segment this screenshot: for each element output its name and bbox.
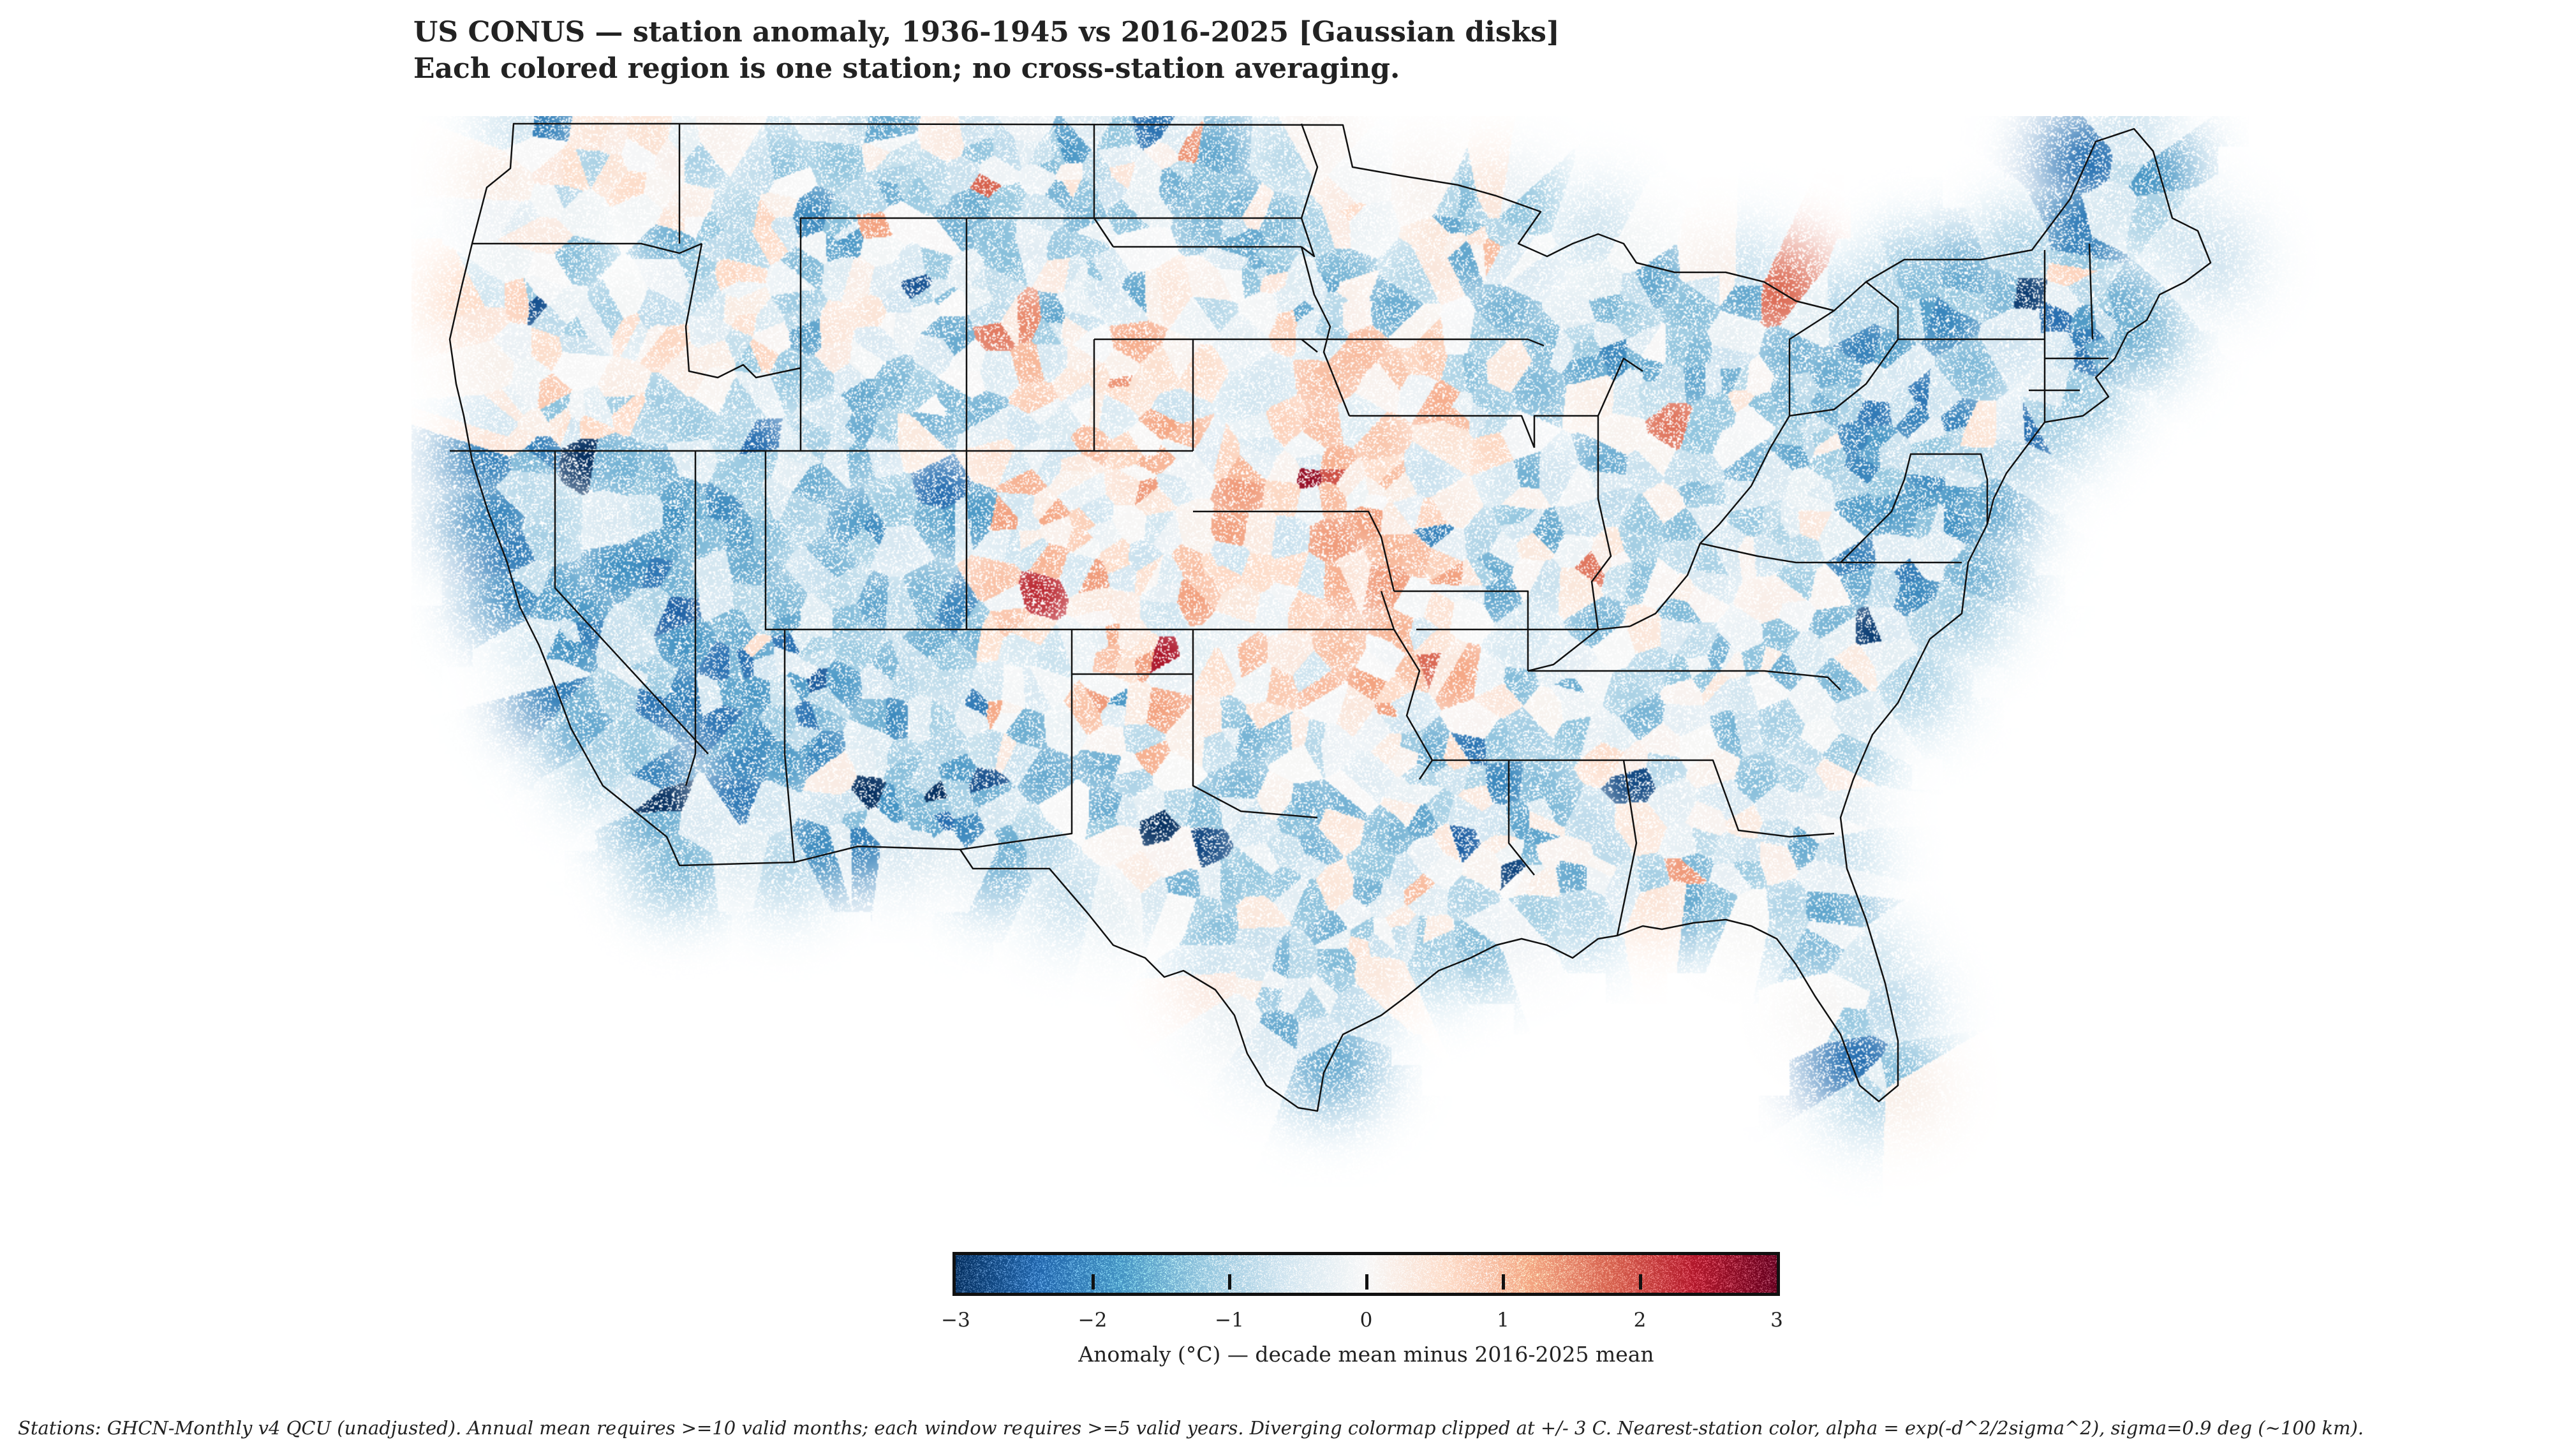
colorbar-tick-label: 3 — [1770, 1309, 1783, 1332]
colorbar-tick-mark — [1502, 1274, 1505, 1290]
figure-title: US CONUS — station anomaly, 1936-1945 vs… — [413, 14, 1560, 87]
title-line-1: US CONUS — station anomaly, 1936-1945 vs… — [413, 16, 1560, 48]
colorbar-tick-label: 0 — [1360, 1309, 1373, 1332]
state-boundaries — [448, 122, 2212, 1112]
conus-outline — [448, 122, 2212, 1112]
colorbar-tick-mark — [1365, 1274, 1368, 1290]
colorbar-tick-label: −3 — [941, 1309, 970, 1332]
footnote: Stations: GHCN-Monthly v4 QCU (unadjuste… — [18, 1417, 2364, 1439]
state-lines — [450, 123, 2108, 936]
colorbar-tick-label: 2 — [1633, 1309, 1647, 1332]
colorbar-tick-mark — [1228, 1274, 1231, 1290]
title-line-2: Each colored region is one station; no c… — [413, 52, 1400, 85]
colorbar-label: Anomaly (°C) — decade mean minus 2016-20… — [1078, 1342, 1654, 1367]
colorbar-tick-label: −1 — [1215, 1309, 1244, 1332]
colorbar-tick-label: −2 — [1078, 1309, 1108, 1332]
colorbar-tick-mark — [1091, 1274, 1095, 1290]
anomaly-raster — [411, 116, 2319, 1218]
colorbar-tick-mark — [1638, 1274, 1642, 1290]
station-anomaly-map — [411, 116, 2319, 1218]
colorbar-tick-label: 1 — [1497, 1309, 1509, 1332]
